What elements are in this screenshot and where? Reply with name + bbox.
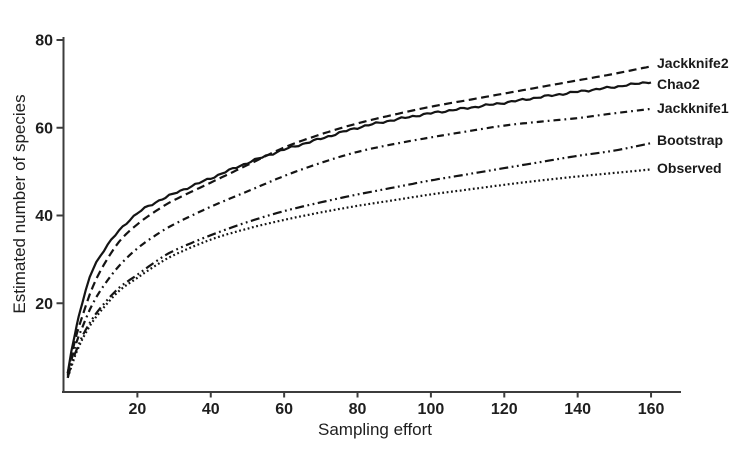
y-tick-label: 60	[35, 120, 53, 137]
chao2-curve	[66, 81, 652, 374]
x-tick-label: 20	[128, 401, 146, 418]
jackknife2-curve	[66, 65, 652, 374]
observed-curve	[66, 168, 652, 379]
legend-label-observed: Observed	[657, 160, 722, 176]
legend-label-bootstrap: Bootstrap	[657, 132, 724, 148]
legend-label-chao2: Chao2	[657, 76, 700, 92]
jackknife1-curve	[66, 107, 652, 376]
legend-label-jackknife1: Jackknife1	[657, 100, 729, 116]
legend-label-jackknife2: Jackknife2	[657, 55, 729, 71]
x-tick-label: 80	[349, 401, 367, 418]
x-tick-label: 140	[564, 401, 591, 418]
bootstrap-curve	[66, 142, 652, 379]
y-axis-title: Estimated number of species	[10, 94, 29, 314]
x-tick-label: 100	[418, 401, 445, 418]
x-axis-title: Sampling effort	[317, 420, 433, 439]
x-tick-label: 60	[275, 401, 293, 418]
y-tick-label: 40	[35, 208, 53, 225]
x-tick-label: 120	[491, 401, 518, 418]
x-tick-label: 160	[638, 401, 665, 418]
y-tick-label: 80	[35, 33, 53, 50]
x-tick-label: 40	[202, 401, 220, 418]
y-tick-label: 20	[35, 296, 53, 313]
